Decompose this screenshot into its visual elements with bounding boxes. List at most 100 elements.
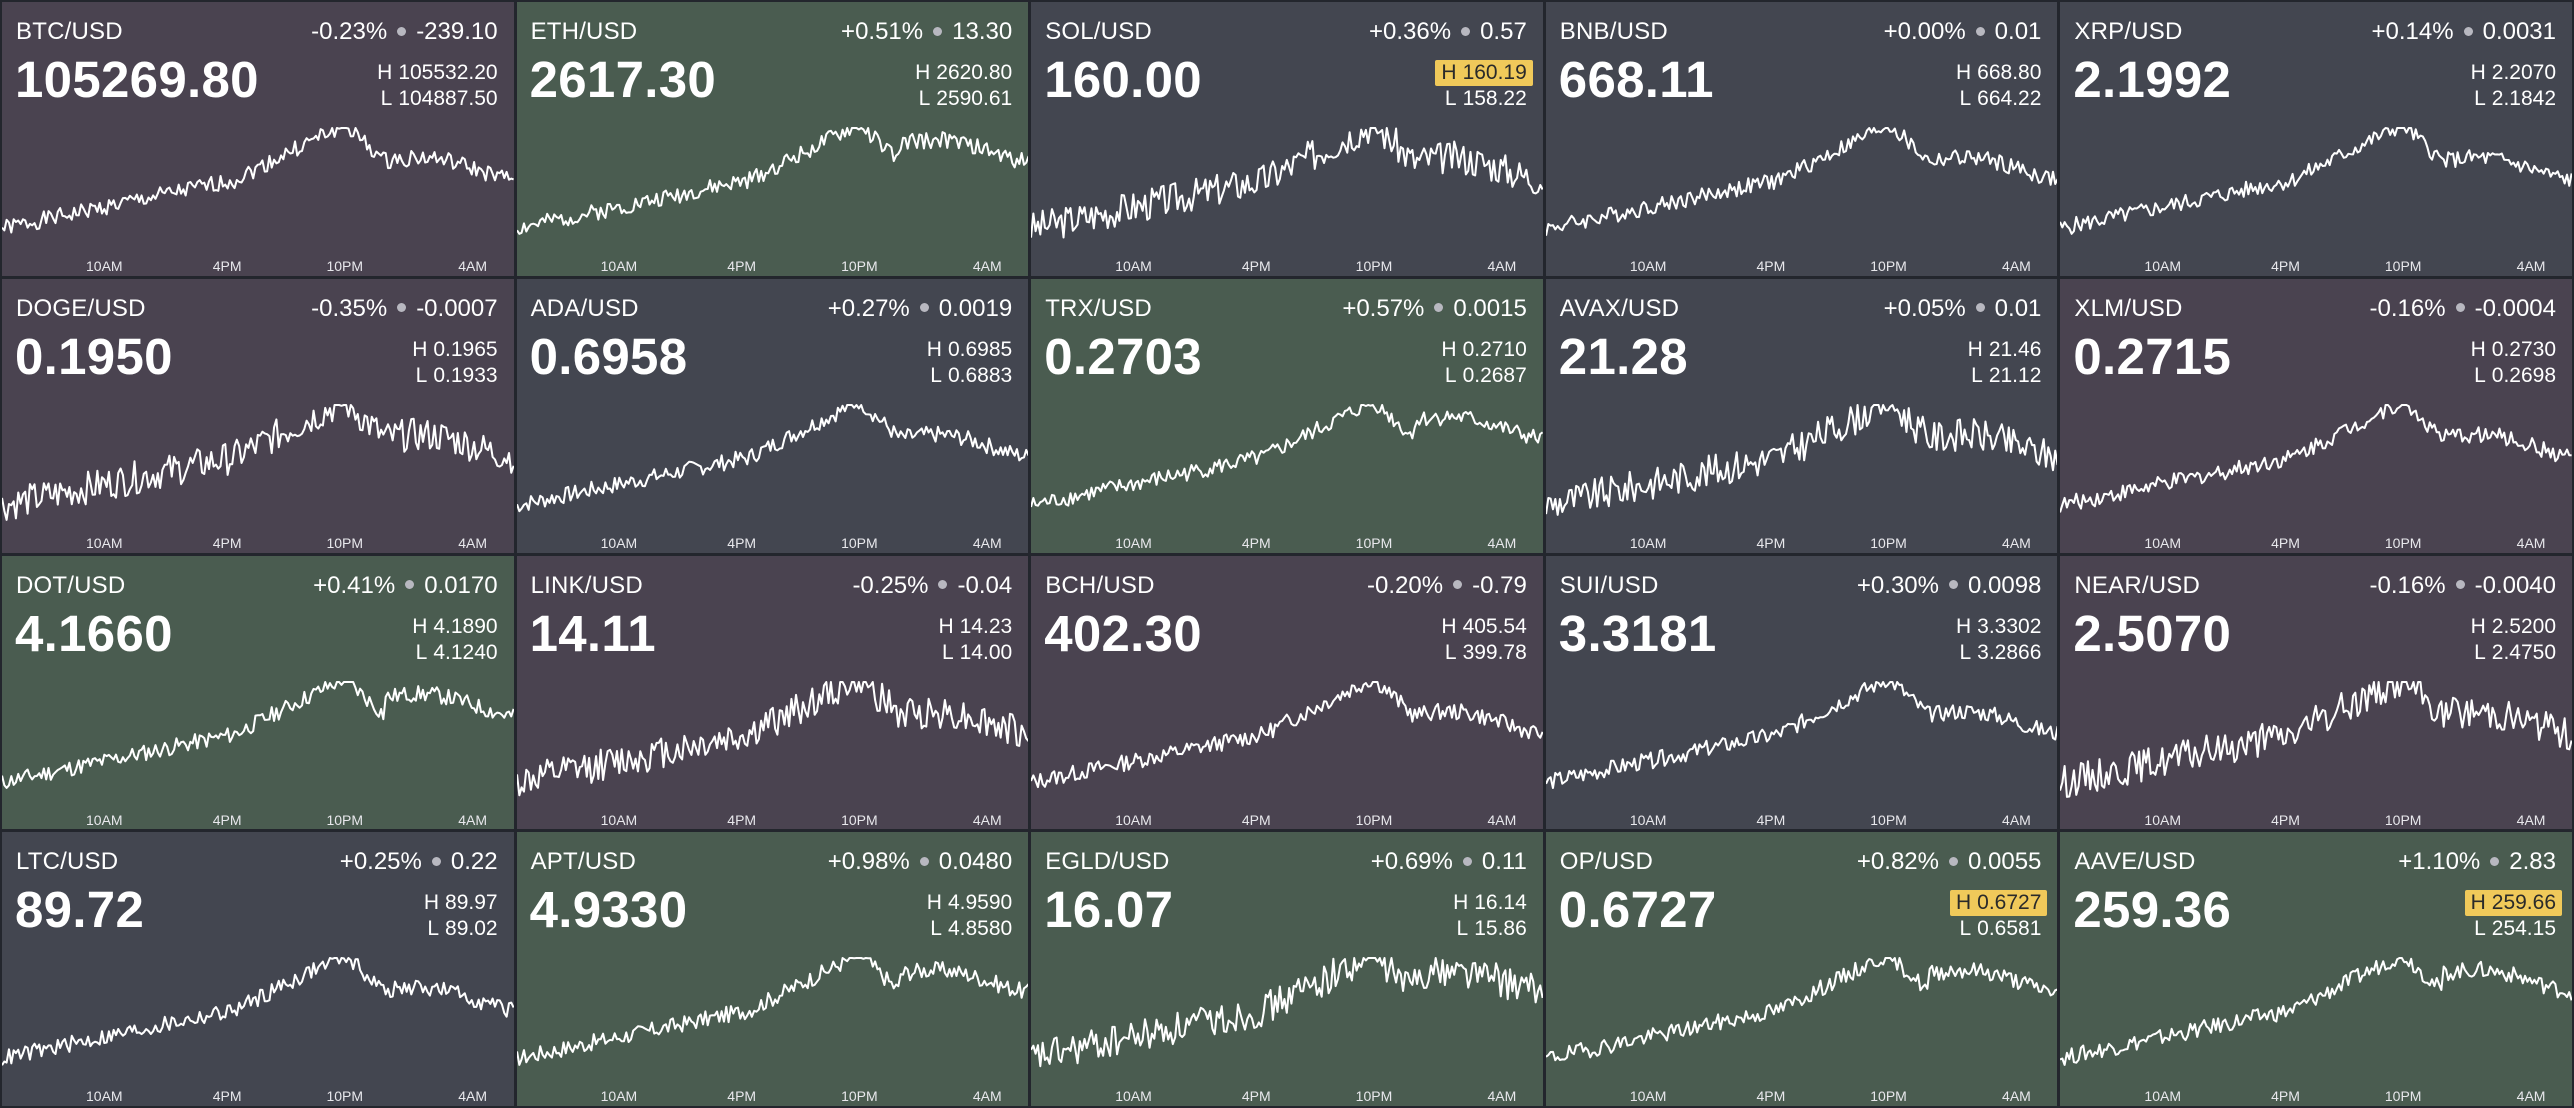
change-percent: +0.82% [1856, 848, 1939, 876]
high-value-row: H 14.23 [938, 614, 1012, 640]
high-value-row: H 16.14 [1453, 890, 1527, 916]
separator-dot-icon [397, 26, 407, 36]
ticker-tile-ada-usd[interactable]: ADA/USD +0.27% 0.0019 0.6958 H 0.6985 L 0.6… [516, 278, 1029, 553]
ticker-tile-link-usd[interactable]: LINK/USD -0.25% -0.04 14.11 H 14.23 L 14.00… [516, 555, 1029, 830]
high-label: H [915, 61, 931, 84]
time-axis-label: 4PM [727, 1088, 757, 1105]
change-group: +0.69% 0.11 [1371, 848, 1527, 876]
sparkline-path [1031, 957, 1543, 1068]
high-label: H [2470, 891, 2486, 915]
change-percent: +0.14% [2371, 18, 2454, 45]
low-label: L [930, 363, 942, 387]
time-axis-label: 10PM [841, 1088, 878, 1105]
change-group: +0.98% 0.0480 [828, 848, 1012, 876]
time-axis-label: 10AM [1629, 534, 1667, 551]
time-axis-label: 4AM [2002, 811, 2031, 828]
change-group: +0.82% 0.0055 [1857, 848, 2041, 876]
price-sparkline [1031, 403, 1543, 507]
ticker-tile-xrp-usd[interactable]: XRP/USD +0.14% 0.0031 2.1992 H 2.2070 L 2.1… [2060, 2, 2572, 276]
low-label: L [380, 87, 393, 110]
low-label: L [1456, 917, 1469, 941]
ticker-tile-bch-usd[interactable]: BCH/USD -0.20% -0.79 402.30 H 405.54 L 399.… [1031, 555, 1543, 830]
time-axis-label: 10AM [2144, 534, 2181, 551]
change-percent: -0.20% [1367, 571, 1444, 599]
ticker-tile-eth-usd[interactable]: ETH/USD +0.51% 13.30 2617.30 H 2620.80 L 25… [516, 2, 1029, 276]
time-axis-label: 10AM [2144, 811, 2181, 828]
separator-dot-icon [919, 856, 929, 866]
ticker-symbol: OP/USD [1559, 848, 1654, 876]
price-sparkline [516, 680, 1029, 796]
ticker-tile-dot-usd[interactable]: DOT/USD +0.41% 0.0170 4.1660 H 4.1890 L 4.1… [2, 555, 514, 830]
time-axis-label: 10PM [841, 258, 878, 274]
last-price: 14.11 [529, 604, 656, 662]
separator-dot-icon [2455, 303, 2465, 313]
time-axis-label: 10AM [86, 811, 123, 828]
change-absolute: 0.22 [450, 848, 498, 876]
time-axis-label: 10PM [1870, 258, 1907, 274]
ticker-tile-ltc-usd[interactable]: LTC/USD +0.25% 0.22 89.72 H 89.97 L 89.02 1… [2, 832, 514, 1106]
separator-dot-icon [1948, 856, 1958, 866]
separator-dot-icon [1453, 580, 1463, 590]
price-sparkline [2, 957, 514, 1066]
ticker-symbol: XRP/USD [2074, 18, 2183, 45]
ticker-tile-op-usd[interactable]: OP/USD +0.82% 0.0055 0.6727 H 0.6727 L 0.65… [1545, 832, 2058, 1106]
price-sparkline [2060, 127, 2572, 235]
low-label: L [2474, 640, 2486, 664]
last-price: 402.30 [1044, 604, 1202, 662]
low-label: L [427, 917, 440, 941]
ticker-tile-bnb-usd[interactable]: BNB/USD +0.00% 0.01 668.11 H 668.80 L 664.2… [1545, 2, 2058, 276]
ticker-tile-sui-usd[interactable]: SUI/USD +0.30% 0.0098 3.3181 H 3.3302 L 3.2… [1545, 555, 2058, 830]
low-value-row: L 4.8580 [930, 917, 1012, 941]
sparkline-path [1545, 957, 2058, 1062]
time-axis-label: 4PM [1241, 534, 1271, 551]
separator-dot-icon [397, 303, 407, 313]
sparkline-path [2060, 403, 2572, 513]
ticker-symbol: AAVE/USD [2074, 848, 2196, 876]
price-sparkline [516, 957, 1029, 1067]
high-label: H [412, 337, 428, 361]
low-value-row: L 2.1842 [2474, 87, 2556, 111]
high-value: 105532.20 [398, 61, 498, 84]
low-value: 254.15 [2491, 917, 2556, 941]
time-axis-label: 10AM [600, 1088, 638, 1105]
change-group: +0.27% 0.0019 [828, 295, 1012, 323]
time-axis-label: 4AM [972, 258, 1002, 274]
low-value-row: L 15.86 [1457, 917, 1527, 941]
ticker-tile-apt-usd[interactable]: APT/USD +0.98% 0.0480 4.9330 H 4.9590 L 4.8… [516, 832, 1029, 1106]
sparkline-path [2, 403, 514, 521]
ticker-tile-sol-usd[interactable]: SOL/USD +0.36% 0.57 160.00 H 160.19 L 158.2… [1031, 2, 1543, 276]
low-value-row: L 664.22 [1959, 87, 2041, 111]
time-axis-label: 4PM [2271, 534, 2300, 551]
low-value: 0.6883 [947, 363, 1013, 387]
high-value-row: H 89.97 [424, 890, 498, 916]
ticker-tile-xlm-usd[interactable]: XLM/USD -0.16% -0.0004 0.2715 H 0.2730 L 0.… [2060, 278, 2572, 553]
ticker-tile-trx-usd[interactable]: TRX/USD +0.57% 0.0015 0.2703 H 0.2710 L 0.2… [1031, 278, 1543, 553]
time-axis-label: 10AM [1115, 258, 1152, 274]
low-label: L [930, 917, 942, 941]
ticker-tile-aave-usd[interactable]: AAVE/USD +1.10% 2.83 259.36 H 259.66 L 254.… [2060, 832, 2572, 1106]
change-percent: +0.57% [1342, 294, 1425, 322]
high-value-row: H 160.19 [1435, 60, 1533, 86]
ticker-tile-avax-usd[interactable]: AVAX/USD +0.05% 0.01 21.28 H 21.46 L 21.12 … [1545, 278, 2058, 553]
separator-dot-icon [2455, 580, 2465, 590]
high-label: H [2470, 337, 2486, 361]
separator-dot-icon [919, 303, 929, 313]
high-value-row: H 0.2710 [1441, 337, 1526, 363]
low-value: 2.4750 [2491, 640, 2556, 664]
price-sparkline [516, 403, 1029, 512]
change-group: -0.20% -0.79 [1367, 572, 1527, 600]
change-group: -0.25% -0.04 [852, 572, 1012, 600]
change-percent: +0.98% [827, 848, 910, 876]
time-axis-label: 4AM [2516, 534, 2546, 551]
ticker-tile-egld-usd[interactable]: EGLD/USD +0.69% 0.11 16.07 H 16.14 L 15.86 … [1031, 832, 1543, 1106]
low-value-row: L 0.1933 [416, 364, 498, 388]
time-axis-label: 4AM [972, 1088, 1002, 1105]
change-percent: +0.30% [1856, 571, 1939, 599]
high-label: H [938, 614, 954, 638]
low-label: L [1959, 640, 1972, 664]
time-axis-label: 4PM [2271, 258, 2300, 274]
ticker-tile-btc-usd[interactable]: BTC/USD -0.23% -239.10 105269.80 H 105532.… [2, 2, 514, 276]
time-axis-label: 10PM [326, 811, 364, 828]
